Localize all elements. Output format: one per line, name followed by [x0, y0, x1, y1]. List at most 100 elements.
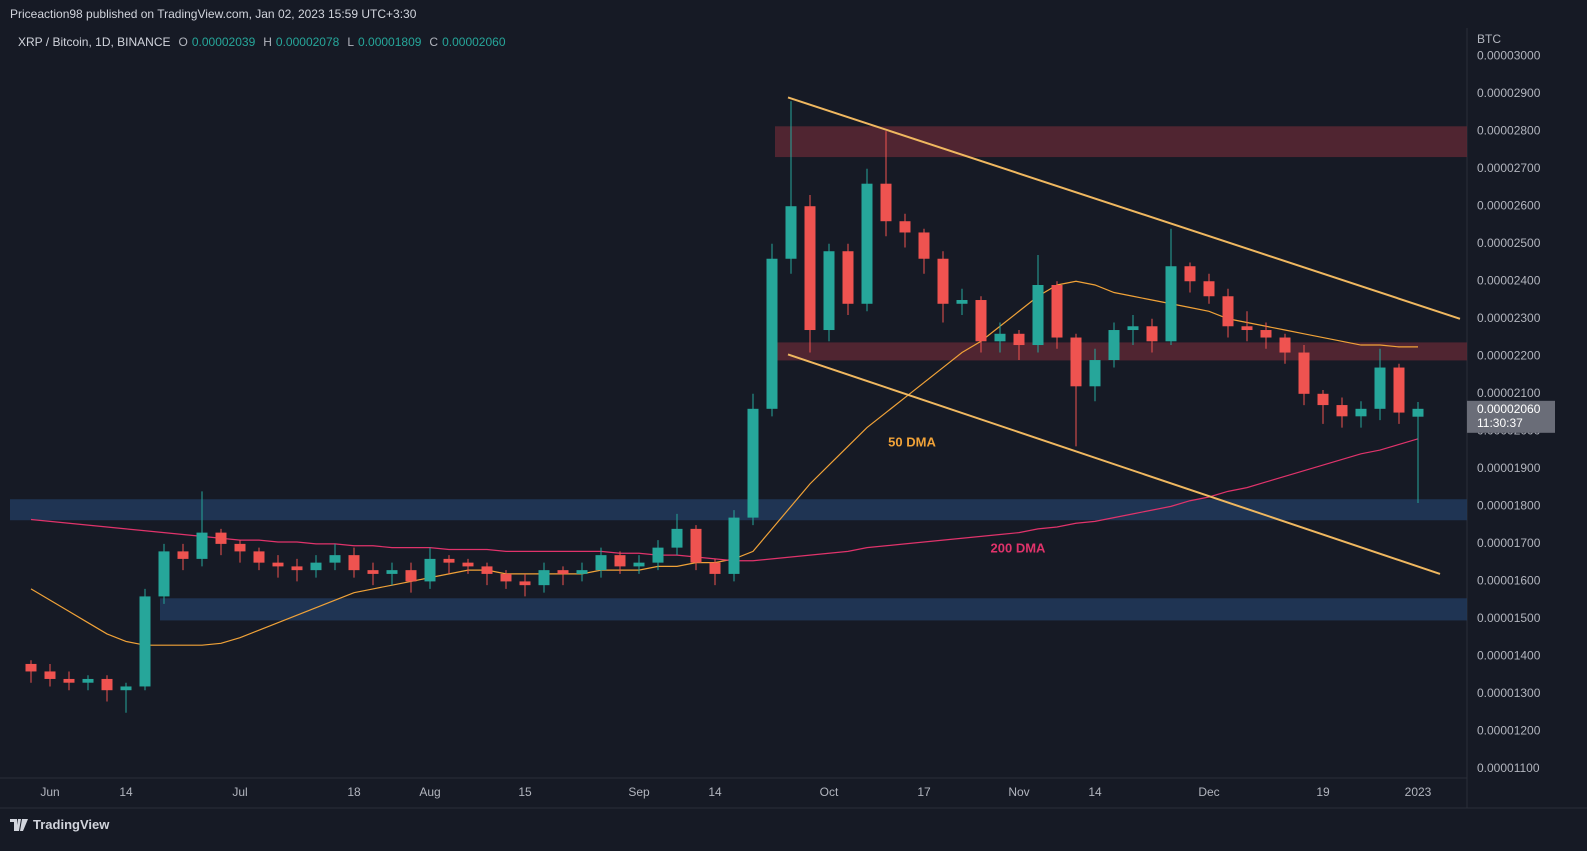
y-tick-label: 0.00001100 — [1477, 761, 1540, 775]
y-tick-label: 0.00002300 — [1477, 311, 1541, 325]
x-tick-label: Oct — [820, 785, 839, 799]
x-tick-label: Dec — [1198, 785, 1219, 799]
candle-body — [747, 408, 759, 518]
candle-body — [1241, 326, 1253, 331]
candle-body — [519, 581, 531, 586]
ma-line — [30, 438, 1419, 562]
x-tick-label: 14 — [708, 785, 722, 799]
candle-body — [728, 517, 740, 574]
candle-body — [614, 555, 626, 567]
x-tick-label: 15 — [518, 785, 532, 799]
candle-body — [1298, 352, 1310, 394]
candle-body — [1127, 326, 1139, 331]
candle-body — [63, 678, 75, 683]
candle-body — [1374, 367, 1386, 409]
candle-body — [652, 547, 664, 563]
candle-body — [424, 558, 436, 582]
footer-brand: TradingView — [10, 817, 109, 832]
y-tick-label: 0.00001900 — [1477, 461, 1541, 475]
logo — [10, 818, 28, 831]
ohlc-value: 0.00001809 — [358, 35, 422, 49]
candle-body — [386, 570, 398, 574]
ohlc-value: 0.00002060 — [442, 35, 506, 49]
ma-line — [30, 280, 1418, 646]
x-tick-label: 14 — [119, 785, 133, 799]
candle-body — [937, 258, 949, 304]
candle-body — [538, 570, 550, 586]
candle-body — [1336, 405, 1348, 417]
candle-body — [272, 562, 284, 567]
candle-body — [766, 258, 778, 409]
candle-body — [1279, 337, 1291, 353]
zone — [160, 598, 1467, 621]
candle-body — [595, 555, 607, 571]
candle-body — [1165, 266, 1177, 342]
candle-body — [101, 678, 113, 691]
trendline — [787, 353, 1441, 575]
candle-body — [215, 532, 227, 544]
y-tick-label: 0.00002700 — [1477, 161, 1541, 175]
candle-body — [500, 573, 512, 582]
x-tick-label: Jun — [40, 785, 59, 799]
candle-body — [671, 528, 683, 548]
y-tick-label: 0.00002200 — [1477, 348, 1541, 362]
y-tick-label: 0.00002100 — [1477, 386, 1541, 400]
candle-body — [1317, 393, 1329, 406]
candle-body — [462, 562, 474, 567]
candle-body — [975, 300, 987, 342]
candle-body — [1260, 330, 1272, 338]
candle-body — [1412, 408, 1424, 417]
price-tag-countdown: 11:30:37 — [1477, 416, 1523, 430]
price-tag-value: 0.00002060 — [1477, 402, 1541, 416]
y-tick-label: 0.00001500 — [1477, 611, 1541, 625]
x-tick-label: 19 — [1316, 785, 1330, 799]
candle-body — [1184, 266, 1196, 282]
candle-body — [177, 551, 189, 559]
candle-body — [25, 663, 37, 672]
y-tick-label: 0.00001800 — [1477, 499, 1541, 513]
candle-body — [481, 566, 493, 574]
candle-body — [861, 183, 873, 304]
candle-body — [823, 251, 835, 331]
candle-body — [576, 570, 588, 574]
x-tick-label: 17 — [917, 785, 931, 799]
y-tick-label: 0.00002800 — [1477, 123, 1541, 137]
candle-body — [918, 232, 930, 259]
y-tick-label: 0.00003000 — [1477, 48, 1541, 62]
candle-body — [1355, 408, 1367, 417]
ohlc-key: O — [178, 35, 188, 49]
candle-body — [994, 333, 1006, 342]
candle-body — [899, 221, 911, 233]
ohlc-key: C — [429, 35, 439, 49]
ma-label: 200 DMA — [991, 540, 1047, 555]
y-tick-label: 0.00001400 — [1477, 649, 1541, 663]
y-tick-label: 0.00001600 — [1477, 574, 1541, 588]
y-tick-label: 0.00002900 — [1477, 86, 1541, 100]
x-tick-label: 14 — [1088, 785, 1102, 799]
x-tick-label: Jul — [232, 785, 247, 799]
ma-label: 50 DMA — [888, 434, 936, 449]
y-tick-label: 0.00002500 — [1477, 236, 1541, 250]
y-axis-label: BTC — [1477, 32, 1501, 46]
candle-body — [956, 300, 968, 304]
candle-body — [234, 543, 246, 552]
trendline — [787, 96, 1461, 320]
x-tick-label: Sep — [628, 785, 650, 799]
ohlc-value: 0.00002078 — [275, 35, 340, 49]
candle-body — [804, 206, 816, 331]
candle-body — [82, 678, 94, 683]
ohlc-value: 0.00002039 — [191, 35, 256, 49]
candle-body — [1032, 285, 1044, 346]
candle-body — [348, 555, 360, 571]
y-tick-label: 0.00002400 — [1477, 273, 1541, 287]
zone — [10, 499, 1467, 521]
candle-body — [690, 528, 702, 563]
ohlc-key: L — [347, 35, 355, 49]
symbol-title: XRP / Bitcoin, 1D, BINANCE — [18, 35, 171, 49]
candle-body — [443, 558, 455, 563]
candle-body — [633, 562, 645, 567]
candle-body — [557, 570, 569, 574]
candle-body — [1051, 285, 1063, 338]
y-tick-label: 0.00001300 — [1477, 686, 1541, 700]
